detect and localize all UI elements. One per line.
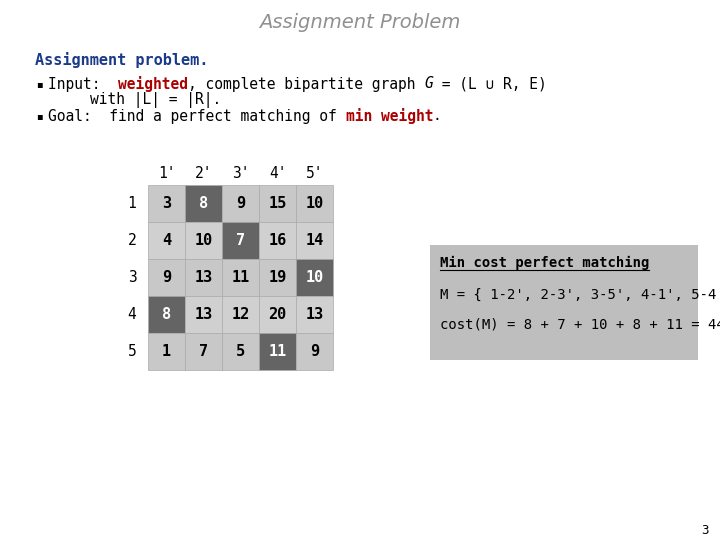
Text: 7: 7 xyxy=(236,233,245,248)
Text: 2: 2 xyxy=(127,233,136,248)
Bar xyxy=(222,259,259,296)
Text: 3: 3 xyxy=(162,196,171,211)
Text: 4: 4 xyxy=(162,233,171,248)
Text: 14: 14 xyxy=(305,233,323,248)
Text: 4': 4' xyxy=(269,165,287,180)
Text: 8: 8 xyxy=(199,196,208,211)
Text: Assignment Problem: Assignment Problem xyxy=(259,12,461,31)
Text: 11: 11 xyxy=(269,344,287,359)
Text: 10: 10 xyxy=(305,270,323,285)
Bar xyxy=(148,296,185,333)
Text: 15: 15 xyxy=(269,196,287,211)
Text: M = { 1-2', 2-3', 3-5', 4-1', 5-4' }: M = { 1-2', 2-3', 3-5', 4-1', 5-4' } xyxy=(440,288,720,302)
Bar xyxy=(185,259,222,296)
Bar xyxy=(296,333,333,370)
Bar xyxy=(222,185,259,222)
Text: 13: 13 xyxy=(305,307,323,322)
Text: Goal:  find a perfect matching of: Goal: find a perfect matching of xyxy=(48,109,346,124)
Text: 19: 19 xyxy=(269,270,287,285)
Bar xyxy=(148,185,185,222)
Text: 1: 1 xyxy=(127,196,136,211)
Text: Input:: Input: xyxy=(48,77,118,91)
Text: 4: 4 xyxy=(127,307,136,322)
Text: , complete bipartite graph: , complete bipartite graph xyxy=(188,77,424,91)
Text: weighted: weighted xyxy=(118,76,188,92)
Bar xyxy=(148,222,185,259)
Bar xyxy=(222,296,259,333)
Bar xyxy=(259,333,296,370)
Text: 13: 13 xyxy=(194,307,212,322)
Text: 10: 10 xyxy=(305,196,323,211)
Text: 3: 3 xyxy=(127,270,136,285)
Text: ▪: ▪ xyxy=(36,79,42,89)
Text: 5: 5 xyxy=(127,344,136,359)
Text: 1': 1' xyxy=(158,165,175,180)
Bar xyxy=(430,245,698,360)
Bar xyxy=(185,296,222,333)
Text: 12: 12 xyxy=(231,307,250,322)
Bar xyxy=(259,222,296,259)
Bar xyxy=(259,296,296,333)
Text: 13: 13 xyxy=(194,270,212,285)
Text: 9: 9 xyxy=(310,344,319,359)
Text: 5: 5 xyxy=(236,344,245,359)
Bar xyxy=(185,185,222,222)
Bar xyxy=(148,333,185,370)
Text: 16: 16 xyxy=(269,233,287,248)
Text: 7: 7 xyxy=(199,344,208,359)
Text: cost(M) = 8 + 7 + 10 + 8 + 11 = 44: cost(M) = 8 + 7 + 10 + 8 + 11 = 44 xyxy=(440,318,720,332)
Text: 2': 2' xyxy=(194,165,212,180)
Text: 11: 11 xyxy=(231,270,250,285)
Bar xyxy=(185,333,222,370)
Text: .: . xyxy=(433,109,442,124)
Text: 20: 20 xyxy=(269,307,287,322)
Text: = (L ∪ R, E): = (L ∪ R, E) xyxy=(433,77,546,91)
Text: 1: 1 xyxy=(162,344,171,359)
Bar xyxy=(222,222,259,259)
Text: 5': 5' xyxy=(306,165,323,180)
Text: with |L| = |R|.: with |L| = |R|. xyxy=(90,92,221,108)
Text: 9: 9 xyxy=(236,196,245,211)
Text: 3': 3' xyxy=(232,165,249,180)
Bar xyxy=(148,259,185,296)
Text: ▪: ▪ xyxy=(36,111,42,121)
Text: Assignment problem.: Assignment problem. xyxy=(35,52,208,68)
Text: 10: 10 xyxy=(194,233,212,248)
Text: Min cost perfect matching: Min cost perfect matching xyxy=(440,256,649,270)
Bar xyxy=(222,333,259,370)
Bar xyxy=(259,185,296,222)
Bar xyxy=(296,185,333,222)
Text: Min cost perfect matching: Min cost perfect matching xyxy=(440,256,649,270)
Bar xyxy=(296,259,333,296)
Text: 9: 9 xyxy=(162,270,171,285)
Bar xyxy=(259,259,296,296)
Bar xyxy=(185,222,222,259)
Text: G: G xyxy=(424,77,433,91)
Text: 3: 3 xyxy=(701,523,708,537)
Bar xyxy=(296,296,333,333)
Text: 8: 8 xyxy=(162,307,171,322)
Bar xyxy=(296,222,333,259)
Text: min weight: min weight xyxy=(346,108,433,124)
